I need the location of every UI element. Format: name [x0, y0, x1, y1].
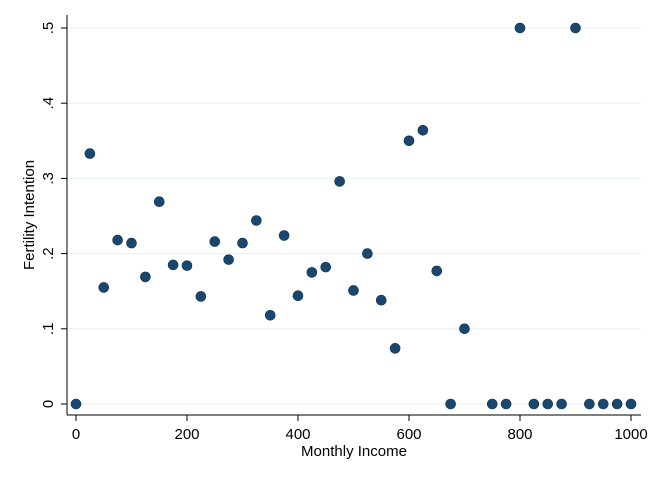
y-tick-label-3: .3	[40, 172, 57, 185]
data-point	[348, 285, 359, 296]
x-tick-label-1: 200	[174, 426, 199, 443]
data-point	[334, 176, 345, 187]
y-axis-title: Fertility Intention	[21, 160, 38, 270]
data-point	[237, 237, 248, 249]
data-point	[445, 398, 456, 410]
data-point	[528, 398, 540, 410]
data-point	[417, 124, 429, 136]
data-point	[459, 323, 470, 335]
data-point	[251, 215, 262, 226]
x-tick-label-0: 0	[72, 426, 80, 443]
data-point	[389, 343, 401, 354]
data-point	[126, 237, 137, 249]
data-point	[597, 398, 609, 410]
data-point	[84, 148, 96, 159]
data-point	[431, 265, 443, 277]
data-point	[625, 398, 637, 410]
x-tick-label-4: 800	[507, 426, 532, 443]
y-tick-label-2: .2	[40, 247, 57, 260]
data-point	[140, 271, 151, 283]
data-point	[195, 291, 207, 302]
data-points	[70, 22, 637, 410]
data-point	[209, 236, 221, 247]
data-point	[403, 135, 415, 147]
data-point	[70, 398, 82, 410]
data-point	[278, 230, 290, 241]
gridlines	[67, 27, 641, 405]
data-point	[292, 290, 304, 302]
axes: 0 .1 .2 .3 .4 .5 0 200 400 600 800 1000	[40, 15, 648, 443]
y-tick-label-5: .5	[40, 22, 57, 35]
data-point	[153, 196, 165, 208]
data-point	[320, 261, 332, 273]
y-tick-label-1: .1	[40, 323, 57, 336]
data-point	[611, 398, 623, 410]
data-point	[556, 398, 567, 410]
data-point	[264, 309, 276, 321]
data-point	[500, 398, 512, 410]
x-tick-label-3: 600	[396, 426, 421, 443]
x-tick-label-2: 400	[285, 426, 310, 443]
data-point	[112, 234, 123, 246]
data-point	[167, 259, 179, 271]
y-tick-label-4: .4	[40, 97, 57, 110]
x-tick-label-5: 1000	[614, 426, 647, 443]
data-point	[486, 398, 498, 410]
data-point	[181, 260, 193, 271]
data-point	[306, 267, 318, 278]
x-axis-title: Monthly Income	[301, 443, 407, 460]
data-point	[362, 248, 373, 259]
data-point	[542, 398, 554, 410]
data-point	[98, 282, 110, 293]
data-point	[514, 22, 526, 34]
y-tick-label-0: 0	[40, 400, 57, 408]
data-point	[375, 294, 387, 306]
data-point	[584, 398, 595, 410]
data-point	[570, 22, 581, 34]
data-point	[223, 254, 234, 265]
